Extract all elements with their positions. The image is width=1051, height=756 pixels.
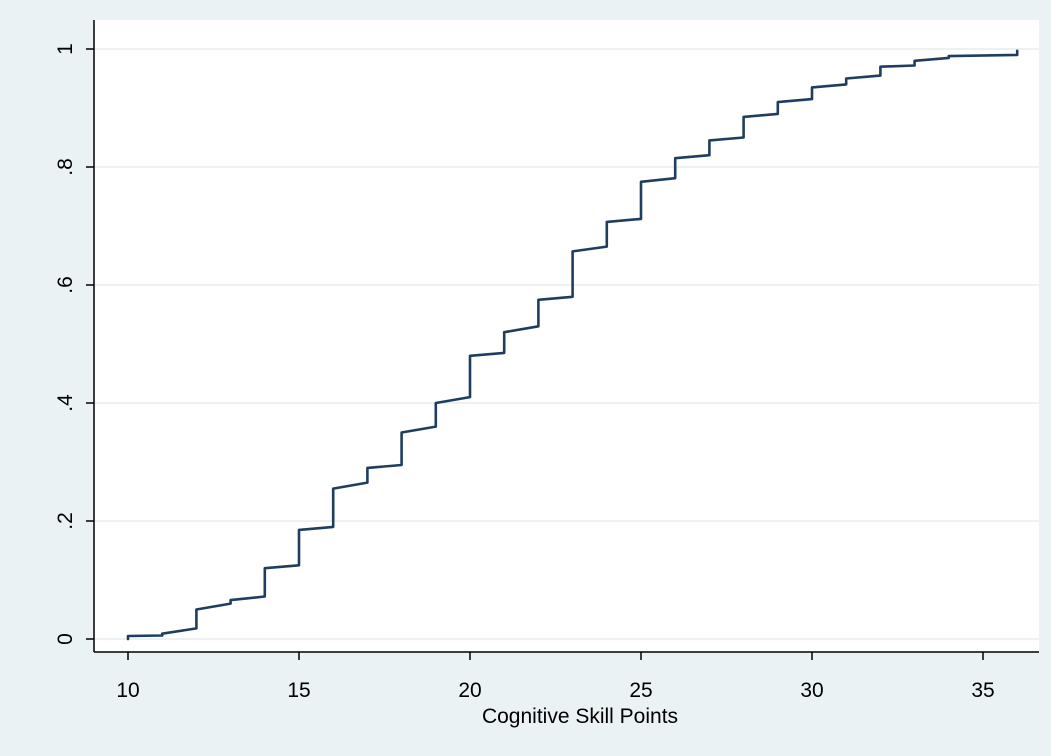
y-tick-label-1: .2 xyxy=(54,512,77,530)
y-tick-label-2: .4 xyxy=(54,394,77,412)
series-line-0 xyxy=(126,49,1019,641)
y-tick-label-4: .8 xyxy=(54,158,77,176)
axes: 0 .2 .4 .6 .8 1 10 15 20 25 30 35 xyxy=(54,20,1039,702)
y-tick-label-0: 0 xyxy=(54,633,77,645)
x-tick-label-4: 30 xyxy=(800,679,823,702)
y-tick-label-5: 1 xyxy=(54,43,77,55)
x-axis-title: Cognitive Skill Points xyxy=(482,705,678,728)
y-tick-label-3: .6 xyxy=(54,276,77,294)
x-tick-label-0: 10 xyxy=(116,679,139,702)
x-tick-label-3: 25 xyxy=(629,679,652,702)
grid-lines xyxy=(94,48,1039,640)
x-tick-label-1: 15 xyxy=(287,679,310,702)
x-tick-label-2: 20 xyxy=(458,679,481,702)
plot-area xyxy=(94,20,1039,652)
x-tick-label-5: 35 xyxy=(971,679,994,702)
series-layer xyxy=(126,49,1019,641)
